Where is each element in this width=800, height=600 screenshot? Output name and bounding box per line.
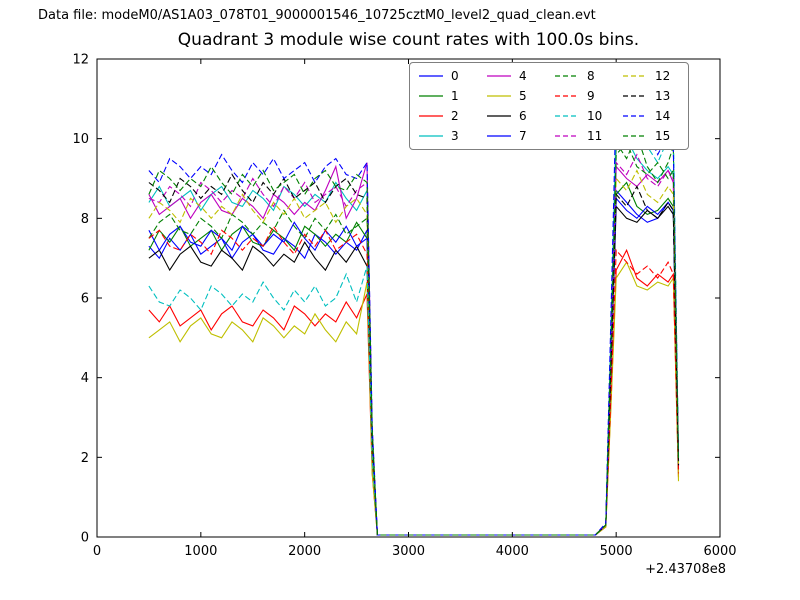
series-line-3 bbox=[148, 120, 680, 536]
y-tick-label: 12 bbox=[72, 53, 89, 68]
series-line-2 bbox=[148, 248, 680, 536]
legend-label-2: 2 bbox=[451, 109, 459, 123]
series-line-15 bbox=[148, 141, 680, 536]
legend-item-11: 11 bbox=[554, 126, 612, 146]
legend-label-9: 9 bbox=[587, 89, 595, 103]
legend-item-13: 13 bbox=[622, 86, 680, 106]
legend-line-sample-2 bbox=[419, 115, 443, 117]
legend-line-sample-10 bbox=[555, 115, 579, 117]
legend-line-sample-11 bbox=[555, 135, 579, 137]
legend-line-sample-5 bbox=[487, 95, 511, 97]
x-tick-label: 0 bbox=[93, 544, 101, 559]
legend-label-8: 8 bbox=[587, 69, 595, 83]
legend-label-12: 12 bbox=[655, 69, 671, 83]
legend-line-sample-15 bbox=[623, 135, 647, 137]
legend: 0 1 2 3 4 5 6 7 8 9 10 11 12 13 14 15 bbox=[409, 62, 689, 150]
series-line-10 bbox=[148, 113, 680, 536]
series-line-0 bbox=[148, 189, 680, 536]
series-line-5 bbox=[148, 261, 680, 536]
series-line-13 bbox=[148, 173, 680, 536]
x-tick-label: 5000 bbox=[600, 544, 633, 559]
legend-item-0: 0 bbox=[418, 66, 476, 86]
legend-label-10: 10 bbox=[587, 109, 603, 123]
legend-item-5: 5 bbox=[486, 86, 544, 106]
y-tick-label: 2 bbox=[81, 451, 89, 466]
x-tick-label: 4000 bbox=[496, 544, 529, 559]
y-tick-label: 0 bbox=[81, 531, 89, 546]
legend-label-0: 0 bbox=[451, 69, 459, 83]
legend-label-13: 13 bbox=[655, 89, 671, 103]
legend-label-1: 1 bbox=[451, 89, 459, 103]
legend-item-15: 15 bbox=[622, 126, 680, 146]
legend-column: 12 13 14 15 bbox=[622, 66, 680, 146]
legend-label-7: 7 bbox=[519, 129, 527, 143]
legend-line-sample-13 bbox=[623, 95, 647, 97]
legend-item-4: 4 bbox=[486, 66, 544, 86]
y-tick-label: 6 bbox=[81, 292, 89, 307]
legend-line-sample-12 bbox=[623, 75, 647, 77]
legend-column: 0 1 2 3 bbox=[418, 66, 476, 146]
y-tick-label: 4 bbox=[81, 371, 89, 386]
legend-item-10: 10 bbox=[554, 106, 612, 126]
legend-label-5: 5 bbox=[519, 89, 527, 103]
legend-label-4: 4 bbox=[519, 69, 527, 83]
x-axis-offset-label: +2.43708e8 bbox=[645, 562, 726, 577]
legend-line-sample-3 bbox=[419, 135, 443, 137]
legend-item-2: 2 bbox=[418, 106, 476, 126]
legend-column: 4 5 6 7 bbox=[486, 66, 544, 146]
y-tick-label: 10 bbox=[72, 132, 89, 147]
legend-item-3: 3 bbox=[418, 126, 476, 146]
data-file-label: Data file: modeM0/AS1A03_078T01_90000015… bbox=[38, 8, 596, 23]
legend-line-sample-8 bbox=[555, 75, 579, 77]
legend-item-1: 1 bbox=[418, 86, 476, 106]
series-line-12 bbox=[148, 169, 680, 536]
x-tick-label: 2000 bbox=[288, 544, 321, 559]
series-line-9 bbox=[148, 225, 680, 536]
legend-label-6: 6 bbox=[519, 109, 527, 123]
legend-item-8: 8 bbox=[554, 66, 612, 86]
series-line-8 bbox=[148, 133, 680, 536]
legend-item-12: 12 bbox=[622, 66, 680, 86]
legend-item-7: 7 bbox=[486, 126, 544, 146]
legend-line-sample-6 bbox=[487, 115, 511, 117]
x-tick-label: 1000 bbox=[184, 544, 217, 559]
legend-item-14: 14 bbox=[622, 106, 680, 126]
chart-title: Quadrant 3 module wise count rates with … bbox=[177, 30, 640, 50]
legend-label-14: 14 bbox=[655, 109, 671, 123]
x-tick-label: 6000 bbox=[703, 544, 736, 559]
legend-line-sample-0 bbox=[419, 75, 443, 77]
x-tick-label: 3000 bbox=[392, 544, 425, 559]
legend-line-sample-1 bbox=[419, 95, 443, 97]
legend-label-15: 15 bbox=[655, 129, 671, 143]
legend-label-11: 11 bbox=[587, 129, 603, 143]
legend-line-sample-4 bbox=[487, 75, 511, 77]
legend-label-3: 3 bbox=[451, 129, 459, 143]
legend-line-sample-14 bbox=[623, 115, 647, 117]
legend-line-sample-7 bbox=[487, 135, 511, 137]
series-line-7 bbox=[148, 196, 680, 536]
series-line-1 bbox=[148, 181, 680, 536]
series-line-14 bbox=[148, 94, 680, 536]
legend-item-9: 9 bbox=[554, 86, 612, 106]
legend-line-sample-9 bbox=[555, 95, 579, 97]
series-line-4 bbox=[148, 162, 680, 536]
legend-column: 8 9 10 11 bbox=[554, 66, 612, 146]
series-line-6 bbox=[148, 204, 680, 536]
y-tick-label: 8 bbox=[81, 212, 89, 227]
legend-item-6: 6 bbox=[486, 106, 544, 126]
